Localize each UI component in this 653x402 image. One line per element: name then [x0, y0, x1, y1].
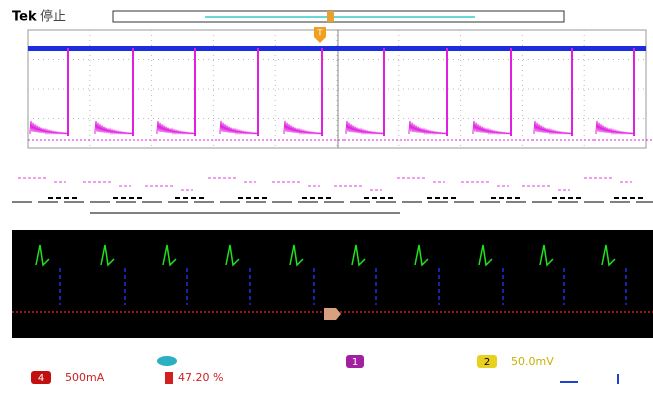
brand: Tek [12, 10, 37, 25]
ch-green-spike [35, 244, 50, 267]
zoom-panel [12, 230, 653, 338]
trigger-position: 47.20 % [178, 371, 223, 384]
artifact [397, 177, 445, 183]
zoom-artifacts [12, 177, 653, 214]
ch-magenta-ringing [94, 120, 135, 135]
ch-green-spike [478, 244, 493, 267]
ch1-number: 1 [352, 357, 358, 368]
artifact [522, 185, 570, 191]
record-marker [327, 11, 334, 22]
ground-marker [324, 308, 341, 320]
ch-green-spike [162, 244, 177, 267]
ch-magenta-ringing [472, 120, 513, 135]
ch4-badge[interactable] [31, 371, 51, 384]
acq-status: 停止 [40, 9, 66, 25]
ch-magenta-ringing [219, 120, 260, 135]
ch4-number: 4 [38, 373, 44, 384]
ch-blue-trace [28, 46, 646, 51]
ch-green-spike [225, 244, 240, 267]
artifact [272, 181, 320, 187]
upper-waveforms [28, 46, 653, 141]
ch-magenta-ringing [345, 120, 386, 135]
ch-green-spike [414, 244, 429, 267]
artifact [18, 177, 66, 183]
channel-icon [157, 356, 177, 366]
ch-magenta-ringing [29, 120, 70, 135]
ch4-scale: 500mA [65, 371, 105, 384]
artifact [145, 185, 193, 191]
ch-green-spike [100, 244, 115, 267]
ch-magenta-ringing [408, 120, 449, 135]
artifact [83, 181, 131, 187]
ch2-number: 2 [484, 357, 490, 368]
ch-green-spike [351, 244, 366, 267]
ch-magenta-ringing [533, 120, 574, 135]
ch2-badge[interactable] [477, 355, 497, 368]
ch-green-spike [539, 244, 554, 267]
trigger-marker [314, 27, 326, 43]
artifact [461, 181, 509, 187]
ch1-badge[interactable] [346, 355, 364, 368]
artifact [584, 177, 632, 183]
ch-green-spike [289, 244, 304, 267]
ch-magenta-ringing [595, 120, 636, 135]
trigger-letter: T [317, 29, 323, 38]
ch-magenta-ringing [283, 120, 324, 135]
ch2-scale: 50.0mV [511, 355, 554, 368]
trigger-icon [165, 372, 173, 384]
ch-green-spike [601, 244, 616, 267]
artifact [208, 177, 256, 183]
artifact [334, 185, 382, 191]
ch-magenta-ringing [156, 120, 197, 135]
